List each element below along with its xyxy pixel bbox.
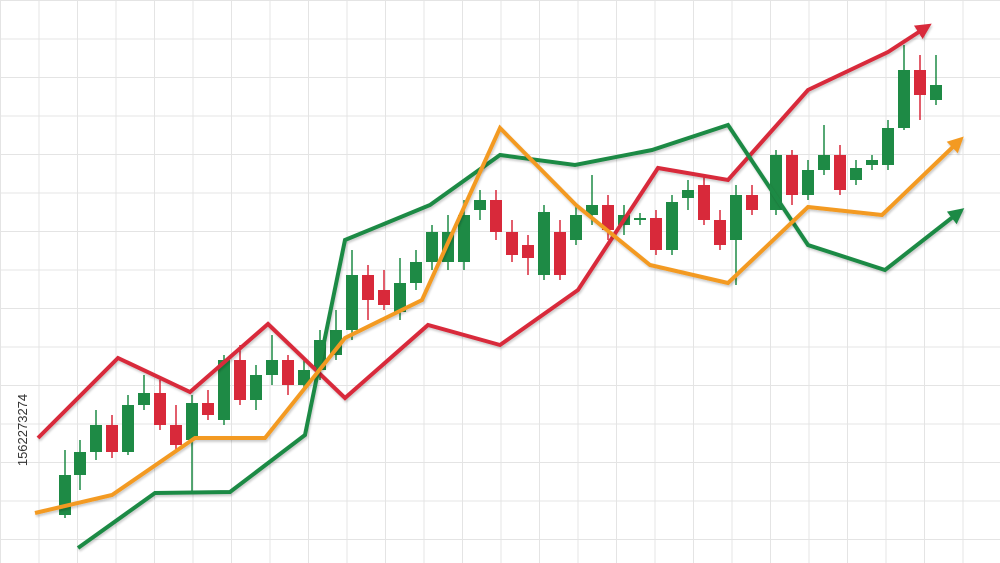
candle-body	[650, 218, 662, 250]
candle-body	[170, 425, 182, 445]
candle-body	[554, 232, 566, 275]
candle-body	[746, 195, 758, 210]
candle-body	[202, 403, 214, 415]
candle-body	[914, 70, 926, 95]
candle-body	[250, 375, 262, 400]
candle-body	[666, 202, 678, 250]
credit: 1562273274	[15, 394, 30, 466]
trend-line	[34, 124, 964, 515]
candle-body	[138, 393, 150, 405]
candle-body	[410, 262, 422, 283]
candle-body	[346, 275, 358, 330]
candle-body	[266, 360, 278, 375]
candle-body	[426, 232, 438, 262]
candle-body	[818, 155, 830, 170]
candle-body	[882, 128, 894, 165]
candle-body	[770, 155, 782, 210]
candle-body	[362, 275, 374, 300]
candle-body	[234, 360, 246, 400]
candle-body	[538, 212, 550, 275]
candle-body	[458, 215, 470, 262]
trend-line	[36, 23, 932, 440]
candle-body	[682, 190, 694, 198]
candle-body	[218, 360, 230, 420]
candle-body	[186, 403, 198, 440]
candle-body	[586, 205, 598, 215]
candle-body	[714, 220, 726, 245]
candle-body	[850, 168, 862, 180]
candle-body	[506, 232, 518, 255]
candle-body	[490, 200, 502, 232]
candle-body	[154, 393, 166, 425]
candle-body	[634, 218, 646, 220]
candle-body	[602, 205, 614, 230]
candle-body	[730, 195, 742, 240]
candle-body	[90, 425, 102, 452]
trend-line	[76, 122, 965, 550]
candle-body	[74, 452, 86, 475]
candle-body	[282, 360, 294, 385]
candle-body	[698, 185, 710, 220]
candle-body	[394, 283, 406, 312]
candle-body	[786, 155, 798, 195]
candle-body	[866, 160, 878, 165]
candle-body	[834, 155, 846, 190]
candle-body	[898, 70, 910, 128]
candle-body	[474, 200, 486, 210]
candle-body	[522, 245, 534, 258]
candle-body	[298, 370, 310, 385]
candle-body	[330, 330, 342, 355]
candle-body	[122, 405, 134, 452]
candle-body	[378, 290, 390, 305]
candle-body	[802, 170, 814, 195]
candle-body	[570, 215, 582, 240]
candle-body	[106, 425, 118, 452]
candle-body	[930, 85, 942, 100]
